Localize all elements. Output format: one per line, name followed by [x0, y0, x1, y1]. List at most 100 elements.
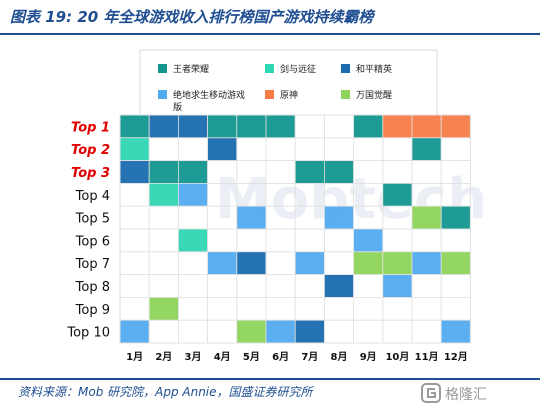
column-label: 5月	[243, 351, 260, 363]
row-label: Top 6	[75, 234, 110, 249]
row-label: Top 5	[75, 212, 110, 227]
row-label: Top 1	[71, 120, 110, 135]
column-label: 3月	[185, 351, 202, 363]
heatmap-cell	[265, 114, 296, 139]
heatmap-cell	[236, 205, 267, 230]
heatmap-cell	[207, 296, 238, 321]
heatmap-cell	[148, 205, 179, 230]
heatmap-cell	[207, 137, 238, 162]
heatmap-cell	[265, 228, 296, 253]
heatmap-cell	[323, 274, 354, 298]
heatmap-cell	[148, 319, 179, 344]
heatmap-cell	[236, 228, 267, 253]
heatmap-cell	[177, 274, 208, 298]
heatmap-cell	[148, 296, 179, 321]
legend-box	[139, 49, 438, 116]
heatmap-cell	[207, 228, 238, 253]
column-label: 10月	[385, 351, 409, 363]
heatmap-cell	[411, 228, 442, 253]
heatmap-cell	[323, 205, 354, 230]
legend-label-wzry: 王者荣耀	[173, 63, 209, 75]
heatmap-cell	[265, 274, 296, 298]
heatmap-cell	[411, 319, 442, 344]
heatmap-cell	[440, 319, 471, 344]
heatmap-cell	[440, 137, 471, 162]
legend-swatch-wgjx	[341, 90, 350, 99]
heatmap-cell	[440, 296, 471, 321]
heatmap-cell	[411, 274, 442, 298]
row-label: Top 10	[66, 326, 110, 341]
heatmap-cell	[382, 274, 413, 298]
heatmap-cell	[148, 182, 179, 207]
heatmap-cell	[294, 319, 325, 344]
chart-title: 图表 19: 20 年全球游戏收入排行榜国产游戏持续霸榜	[10, 8, 374, 26]
heatmap-cell	[294, 228, 325, 253]
heatmap-cell	[265, 319, 296, 344]
heatmap-cell	[148, 114, 179, 139]
legend-label-jdqs-cont: 版	[173, 101, 182, 113]
heatmap-cell	[236, 296, 267, 321]
heatmap-cell	[323, 228, 354, 253]
heatmap-cell	[119, 251, 150, 276]
heatmap-cell	[148, 160, 179, 184]
heatmap-cell	[294, 137, 325, 162]
heatmap-cell	[265, 251, 296, 276]
watermark-logo: 格隆汇	[421, 383, 487, 403]
heatmap-cell	[207, 274, 238, 298]
legend-swatch-ys	[265, 90, 274, 99]
heatmap-cell	[353, 137, 384, 162]
heatmap-cell	[323, 137, 354, 162]
heatmap-cell	[119, 205, 150, 230]
row-label: Top 9	[75, 303, 110, 318]
heatmap-cell	[353, 319, 384, 344]
heatmap-cell	[294, 160, 325, 184]
row-label: Top 3	[71, 166, 110, 181]
heatmap-cell	[323, 114, 354, 139]
heatmap-cell	[353, 251, 384, 276]
heatmap-cell	[177, 296, 208, 321]
legend-label-hpjy: 和平精英	[356, 63, 392, 75]
heatmap-cell	[148, 137, 179, 162]
heatmap-cell	[411, 205, 442, 230]
heatmap-cell	[119, 182, 150, 207]
heatmap-cell	[265, 296, 296, 321]
heatmap-cell	[177, 319, 208, 344]
column-label: 12月	[444, 351, 468, 363]
row-label: Top 4	[75, 189, 110, 204]
heatmap-cell	[177, 137, 208, 162]
heatmap-cell	[440, 228, 471, 253]
column-label: 7月	[301, 351, 318, 363]
heatmap-cell	[148, 251, 179, 276]
legend-label-jdqs: 绝地求生移动游戏	[173, 89, 245, 101]
heatmap-cell	[119, 160, 150, 184]
legend-label-wgjx: 万国觉醒	[356, 90, 392, 101]
column-label: 1月	[126, 351, 143, 363]
legend-swatch-jywz	[265, 64, 274, 73]
heatmap-cell	[119, 228, 150, 253]
column-label: 2月	[155, 351, 172, 363]
source-divider	[0, 378, 540, 380]
heatmap-cell	[411, 137, 442, 162]
heatmap-cell	[119, 319, 150, 344]
heatmap-cell	[294, 274, 325, 298]
heatmap-cell	[382, 114, 413, 139]
source-note: 资料来源：Mob 研究院，App Annie，国盛证券研究所	[18, 385, 313, 399]
heatmap-cell	[177, 251, 208, 276]
legend-swatch-hpjy	[341, 64, 350, 73]
heatmap-cell	[207, 319, 238, 344]
heatmap-cell	[382, 228, 413, 253]
heatmap-cell	[323, 160, 354, 184]
column-label: 11月	[415, 351, 439, 363]
grid-border	[119, 114, 471, 344]
heatmap-cell	[207, 251, 238, 276]
gelonghui-logo-icon	[421, 383, 441, 403]
heatmap-cell	[382, 296, 413, 321]
row-label: Top 2	[71, 143, 110, 158]
column-label: 8月	[331, 351, 348, 363]
heatmap-cell	[119, 274, 150, 298]
heatmap-cell	[177, 160, 208, 184]
heatmap-cell	[236, 114, 267, 139]
heatmap-cell	[236, 274, 267, 298]
heatmap-cell	[177, 182, 208, 207]
title-divider	[0, 33, 540, 35]
